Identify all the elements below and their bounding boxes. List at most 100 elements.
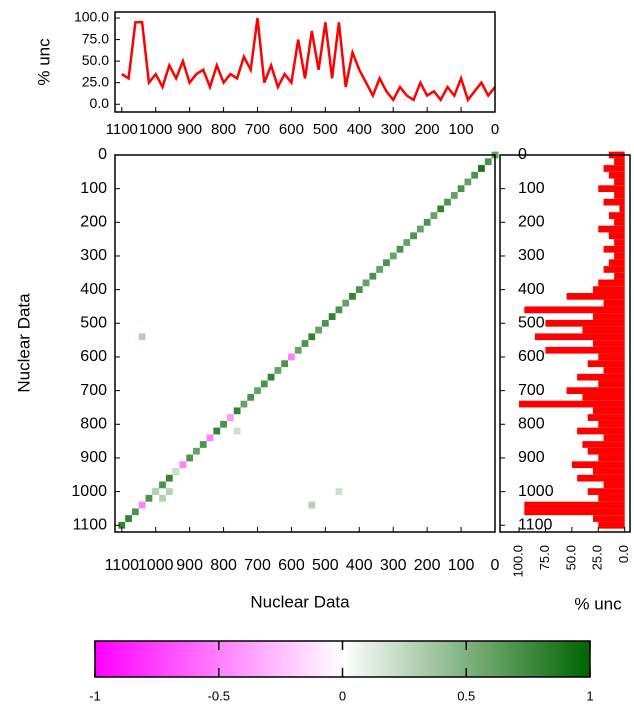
y-tick-label: 1000: [71, 483, 107, 500]
heatmap-cell: [240, 400, 248, 408]
heatmap-cell: [335, 488, 343, 495]
uncertainty-bar: [619, 205, 625, 213]
uncertainty-bar: [603, 198, 625, 206]
uncertainty-bar: [608, 171, 625, 179]
heatmap-cell: [383, 259, 390, 267]
y-tick-label: 100: [80, 180, 107, 197]
x-tick-label: 600: [279, 121, 304, 138]
heatmap-cell: [328, 313, 336, 320]
heatmap-cell: [478, 165, 485, 172]
uncertainty-bar: [519, 400, 625, 408]
y-tick-label: 400: [80, 281, 107, 298]
uncertainty-bar: [603, 367, 625, 374]
heatmap-cell: [165, 474, 173, 482]
x-tick-label: 0: [491, 557, 500, 574]
x-tick-label: 25.0: [590, 545, 605, 570]
x-tick-label: 700: [244, 557, 271, 574]
plot-frame: [114, 11, 496, 113]
x-tick-label: 1000: [138, 557, 174, 574]
uncertainty-bar: [577, 373, 625, 381]
heatmap-cell: [430, 212, 438, 219]
uncertainty-bar: [598, 494, 625, 502]
heatmap-cell: [464, 178, 472, 186]
y-tick-label: 300: [518, 247, 545, 264]
heatmap-cell: [342, 299, 350, 307]
y-tick-label: 25.0: [82, 73, 109, 89]
uncertainty-bar: [614, 218, 625, 226]
y-tick-label: 1100: [518, 516, 553, 533]
uncertainty-bar: [598, 225, 625, 233]
heatmap-cell: [484, 158, 492, 166]
x-tick-label: 400: [346, 557, 373, 574]
y-tick-label: 900: [518, 449, 545, 466]
uncertainty-bar: [571, 461, 625, 469]
y-tick-label: 0.0: [90, 95, 110, 111]
uncertainty-bar: [603, 266, 625, 273]
uncertainty-bar: [598, 420, 625, 428]
x-tick-label: 75.0: [537, 545, 552, 570]
heatmap-cell: [308, 501, 316, 509]
uncertainty-bar: [593, 313, 625, 320]
uncertainty-bar: [582, 393, 625, 401]
x-tick-label: 1100: [105, 557, 140, 574]
x-tick-label: 50.0: [563, 545, 578, 570]
y-tick-label: 500: [518, 315, 545, 332]
uncertainty-bar: [587, 447, 625, 455]
uncertainty-bar: [577, 427, 625, 435]
heatmap-cell: [457, 185, 465, 193]
heatmap-cell: [220, 420, 227, 428]
heatmap-cell: [159, 481, 166, 489]
x-tick-label: 600: [278, 557, 305, 574]
uncertainty-bar: [593, 515, 625, 522]
uncertainty-bar: [598, 353, 625, 361]
x-axis-label: % unc: [574, 594, 622, 613]
heatmap-cell: [416, 225, 424, 233]
heatmap-cell: [247, 393, 255, 401]
heatmap-cell: [118, 521, 126, 529]
colorbar-tick-label: 0: [339, 688, 346, 703]
x-tick-label: 100: [449, 121, 474, 138]
heatmap-cell: [315, 326, 322, 334]
x-tick-label: 500: [312, 557, 339, 574]
uncertainty-bar: [524, 508, 625, 516]
x-tick-label: 1100: [106, 121, 138, 138]
plot-frame: [499, 154, 631, 533]
heatmap-cell: [179, 461, 187, 469]
heatmap-cell: [321, 319, 329, 327]
heatmap-cell: [410, 232, 417, 240]
x-tick-label: 300: [381, 121, 406, 138]
x-tick-label: 900: [176, 557, 203, 574]
uncertainty-bar: [603, 245, 625, 253]
heatmap-cell: [152, 488, 160, 495]
heatmap-cell: [403, 239, 411, 246]
uncertainty-bar: [598, 380, 625, 388]
uncertainty-bar: [608, 232, 625, 240]
uncertainty-bar: [545, 346, 625, 354]
x-tick-label: 1000: [139, 121, 172, 138]
y-tick-label: 600: [80, 348, 107, 365]
uncertainty-bar: [598, 185, 625, 193]
heatmap-cell: [193, 447, 200, 455]
x-tick-label: 900: [177, 121, 202, 138]
heatmap-cell: [145, 494, 153, 502]
uncertainty-bar: [614, 158, 625, 166]
colorbar-tick-label: 0.5: [457, 688, 475, 703]
uncertainty-bar: [566, 293, 625, 300]
uncertainty-bar: [598, 279, 625, 287]
heatmap-cell: [159, 494, 166, 502]
heatmap-cell: [369, 272, 377, 280]
heatmap-cell: [186, 454, 194, 462]
y-tick-label: 900: [80, 449, 107, 466]
uncertainty-bar: [593, 340, 625, 347]
y-tick-label: 800: [518, 416, 545, 433]
uncertainty-bar: [598, 521, 625, 529]
heatmap-cell: [335, 306, 343, 314]
y-tick-label: 100.0: [74, 9, 109, 25]
y-tick-label: 600: [518, 348, 545, 365]
heatmap-cell: [376, 266, 384, 273]
uncertainty-bar: [593, 286, 625, 294]
uncertainty-bar: [603, 434, 625, 442]
heatmap-cell: [288, 353, 295, 361]
heatmap-cell: [471, 171, 479, 179]
x-tick-label: 200: [414, 557, 441, 574]
